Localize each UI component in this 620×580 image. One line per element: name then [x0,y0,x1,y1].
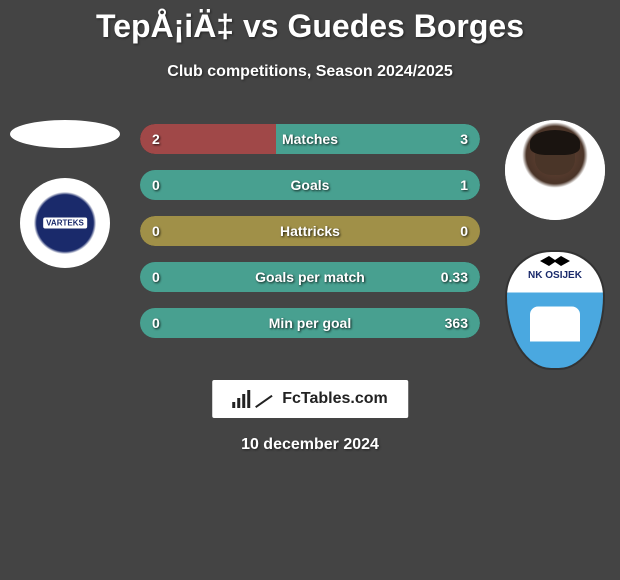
stats-container: 2 3 Matches 0 1 Goals 0 0 Hattricks 0 0.33 Goals pe… [140,124,480,354]
comparison-subtitle: Club competitions, Season 2024/2025 [0,63,620,81]
right-club-badge [505,250,605,370]
right-player-column [500,120,610,370]
varteks-badge-icon [25,183,105,263]
stat-label: Matches [282,131,338,147]
stat-label: Hattricks [280,223,340,239]
stat-row: 0 0 Hattricks [140,216,480,246]
brand-text: FcTables.com [282,390,388,408]
comparison-date: 10 december 2024 [241,436,379,454]
stat-right-value: 0 [460,223,468,239]
stat-left-bar [140,124,276,154]
comparison-title: TepÅ¡iÄ‡ vs Guedes Borges [0,0,620,45]
stat-row: 0 363 Min per goal [140,308,480,338]
left-player-column [10,120,120,268]
stat-label: Min per goal [269,315,351,331]
stat-row: 0 1 Goals [140,170,480,200]
stat-row: 2 3 Matches [140,124,480,154]
player-face-icon [505,120,605,220]
stat-left-value: 0 [152,315,160,331]
left-player-photo [10,120,120,148]
bird-icon [540,256,570,266]
brand-bars-icon [232,390,250,408]
osijek-badge-icon [505,250,605,370]
stat-row: 0 0.33 Goals per match [140,262,480,292]
left-club-badge [20,178,110,268]
stat-label: Goals per match [255,269,365,285]
stat-right-value: 1 [460,177,468,193]
right-player-photo [505,120,605,220]
stat-label: Goals [291,177,330,193]
brand-trend-icon [256,390,276,408]
stat-right-value: 3 [460,131,468,147]
stat-left-value: 0 [152,177,160,193]
stat-left-value: 0 [152,269,160,285]
stat-left-value: 0 [152,223,160,239]
stat-left-value: 2 [152,131,160,147]
brand-box: FcTables.com [212,380,408,418]
stat-right-value: 363 [445,315,468,331]
stat-right-value: 0.33 [441,269,468,285]
